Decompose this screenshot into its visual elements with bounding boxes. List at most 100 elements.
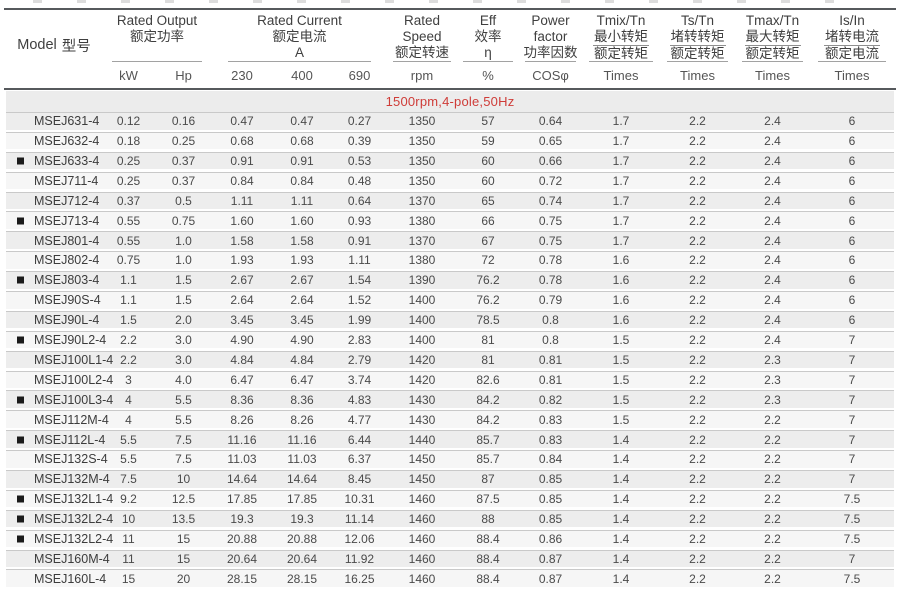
value-cell: 2.2	[689, 273, 706, 288]
value-cell: 0.68	[230, 134, 254, 149]
model-cell: MSEJ112M-4	[6, 411, 109, 428]
value-cell: 7	[848, 392, 856, 407]
table-row: MSEJ633-4 0.25 0.37 0.91 0.91 0.53 1350 60 0.66 1…	[6, 151, 894, 170]
value-cell: 0.64	[347, 193, 372, 208]
black-square-marker-icon	[17, 515, 24, 523]
value-cell: 1.5	[175, 273, 192, 288]
value-cell: 1.1	[120, 273, 137, 288]
value-cell: 2.2	[689, 114, 706, 129]
value-cell: 1.4	[612, 531, 630, 546]
value-cell: 0.82	[538, 392, 563, 407]
model-name: MSEJ112L-4	[34, 432, 106, 447]
value-cell: 1.4	[612, 571, 630, 586]
value-cell: 2.4	[764, 313, 781, 328]
value-cell: 8.26	[290, 412, 314, 427]
model-cell: MSEJ90L-4	[6, 312, 102, 329]
value-cell: 1.52	[347, 293, 372, 308]
model-cell: MSEJ112L-4	[6, 431, 106, 448]
unit-rated-output-Hp: Hp	[175, 67, 192, 83]
value-cell: 2.2	[689, 154, 706, 169]
table-row: MSEJ112M-4 4 5.5 8.26 8.26 4.77 1430 84.2 0.83 1.…	[6, 410, 894, 428]
value-cell: 1.7	[612, 233, 630, 248]
unit-tmax-tn: Times	[755, 67, 790, 83]
unit-power-factor: COSφ	[532, 67, 569, 83]
value-cell: 0.78	[538, 273, 563, 288]
table-row: MSEJ713-4 0.55 0.75 1.60 1.60 0.93 1380 66 0.75 1…	[6, 211, 894, 229]
value-cell: 85.7	[476, 432, 500, 447]
value-cell: 3.74	[347, 372, 372, 387]
value-cell: 2.4	[764, 333, 781, 348]
value-cell: 57	[481, 114, 495, 129]
model-cell: MSEJ803-4	[6, 272, 102, 289]
unit-tmix-tn: Times	[603, 67, 639, 83]
value-cell: 2.2	[689, 372, 706, 387]
value-cell: 4.84	[230, 352, 254, 367]
model-cell: MSEJ100L2-4	[6, 372, 113, 389]
value-cell: 1.7	[612, 154, 630, 169]
value-cell: 1380	[408, 253, 436, 268]
table-row: MSEJ90L2-4 2.2 3.0 4.90 4.90 2.83 1400 81 0.8 1.5…	[6, 330, 894, 349]
value-cell: 2.2	[689, 472, 706, 487]
value-cell: 20.64	[286, 551, 318, 566]
header-line: 堵转转矩	[669, 29, 726, 46]
model-cell: MSEJ100L1-4	[6, 352, 113, 369]
value-cell: 1.4	[612, 452, 630, 467]
value-cell: 1.5	[612, 412, 630, 427]
value-cell: 1370	[408, 233, 436, 248]
value-cell: 66	[481, 213, 495, 228]
table-row: MSEJ801-4 0.55 1.0 1.58 1.58 0.91 1370 67 0.75 1.…	[6, 231, 894, 249]
header-line: Is/In	[839, 13, 865, 28]
value-cell: 2.2	[764, 551, 781, 566]
model-name: MSEJ160L-4	[34, 571, 107, 586]
value-cell: 0.75	[538, 213, 563, 228]
value-cell: 2.2	[689, 392, 706, 407]
value-cell: 0.84	[230, 173, 254, 188]
value-cell: 0.75	[116, 253, 141, 268]
value-cell: 0.53	[347, 154, 372, 169]
value-cell: 0.84	[538, 452, 563, 467]
value-cell: 0.83	[538, 412, 563, 427]
value-cell: 1.6	[612, 253, 630, 268]
model-name: MSEJ90L-4	[34, 313, 100, 328]
value-cell: 2.2	[764, 452, 781, 467]
model-cell: MSEJ132L2-4	[6, 531, 113, 548]
model-name: MSEJ132M-4	[34, 472, 110, 487]
black-square-marker-icon	[17, 276, 24, 284]
value-cell: 1430	[408, 392, 436, 407]
value-cell: 0.79	[538, 293, 563, 308]
value-cell: 1.60	[290, 213, 314, 228]
value-cell: 1.7	[612, 173, 630, 188]
value-cell: 1.4	[612, 472, 630, 487]
value-cell: 0.68	[290, 134, 314, 149]
value-cell: 0.75	[538, 233, 563, 248]
value-cell: 7	[848, 412, 856, 427]
value-cell: 28.15	[226, 571, 258, 586]
value-cell: 88.4	[476, 551, 500, 566]
value-cell: 2.4	[764, 134, 781, 149]
header-line: Power	[531, 13, 570, 28]
header-line: 额定转速	[395, 45, 449, 60]
model-name: MSEJ132L2-4	[34, 512, 114, 527]
value-cell: 2.67	[290, 273, 314, 288]
value-cell: 2.2	[689, 293, 706, 308]
header-line: Tmax/Tn	[745, 13, 800, 28]
value-cell: 2.0	[175, 313, 192, 328]
value-cell: 11.14	[344, 512, 375, 527]
value-cell: 0.25	[116, 154, 141, 169]
header-line: 最大转矩	[744, 29, 801, 46]
value-cell: 2.2	[689, 412, 706, 427]
value-cell: 4.77	[347, 412, 372, 427]
value-cell: 1440	[408, 432, 436, 447]
value-cell: 2.2	[764, 571, 781, 586]
value-cell: 1350	[408, 154, 436, 169]
value-cell: 1.7	[612, 114, 630, 129]
value-cell: 0.8	[542, 333, 559, 348]
value-cell: 1.0	[175, 233, 192, 248]
value-cell: 1.7	[612, 193, 630, 208]
table-header: Model 型号 Rated Output 额定功率 kW Hp Rated Curre…	[6, 10, 894, 88]
value-cell: 20.64	[226, 551, 258, 566]
value-cell: 0.37	[171, 154, 196, 169]
value-cell: 2.2	[689, 531, 706, 546]
value-cell: 2.4	[764, 154, 781, 169]
header-line: Tmix/Tn	[596, 13, 646, 28]
